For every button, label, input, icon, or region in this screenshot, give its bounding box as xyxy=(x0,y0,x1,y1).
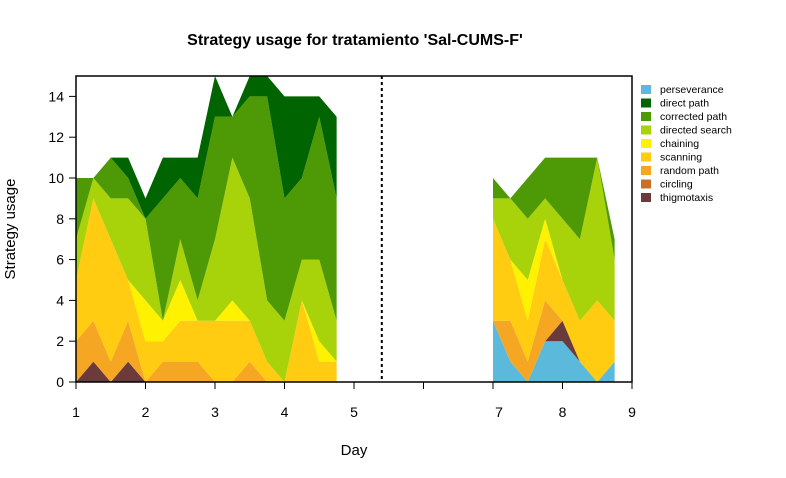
area-directed-search-segment-1 xyxy=(76,157,337,382)
area-corrected-path-segment-2 xyxy=(493,157,615,260)
area-scanning-segment-1 xyxy=(76,198,337,382)
x-tick-label: 4 xyxy=(281,404,289,420)
area-random-path-segment-1 xyxy=(76,320,337,382)
chart-title: Strategy usage for tratamiento 'Sal-CUMS… xyxy=(187,32,523,49)
stacked-areas xyxy=(76,76,615,382)
y-tick-label: 6 xyxy=(56,252,64,268)
area-random-path-segment-2 xyxy=(493,300,615,382)
y-axis-label: Strategy usage xyxy=(2,179,19,280)
legend-label-thigmotaxis: thigmotaxis xyxy=(660,192,713,204)
legend-label-perseverance: perseverance xyxy=(660,84,724,96)
y-axis: 0 2 4 6 8 10 12 14 xyxy=(48,88,76,390)
area-scanning-segment-2 xyxy=(493,218,615,382)
y-tick-label: 0 xyxy=(56,374,64,390)
area-corrected-path-segment-1 xyxy=(76,96,337,321)
y-tick-label: 4 xyxy=(56,292,64,308)
area-thigmotaxis-segment-1 xyxy=(76,361,337,382)
y-tick-label: 2 xyxy=(56,333,64,349)
legend-swatch-directed-search xyxy=(641,125,651,135)
legend-swatch-random-path xyxy=(641,166,651,175)
legend-label-direct-path: direct path xyxy=(660,98,709,110)
legend-label-corrected-path: corrected path xyxy=(660,111,727,123)
legend-swatch-corrected-path xyxy=(641,112,651,121)
legend-swatch-scanning xyxy=(641,152,651,162)
y-tick-label: 10 xyxy=(48,170,64,186)
legend-label-directed-search: directed search xyxy=(660,125,732,137)
legend-label-chaining: chaining xyxy=(660,138,699,150)
x-tick-label: 2 xyxy=(142,404,150,420)
legend-swatch-perseverance xyxy=(641,85,651,94)
area-directed-search-segment-2 xyxy=(493,157,615,321)
legend-label-circling: circling xyxy=(660,179,693,191)
x-tick-label: 3 xyxy=(211,404,219,420)
x-axis: 1 2 3 4 5 7 8 9 xyxy=(72,382,636,420)
legend-label-scanning: scanning xyxy=(660,152,702,164)
x-tick-label: 1 xyxy=(72,404,80,420)
legend-swatch-thigmotaxis xyxy=(641,193,651,202)
legend-label-random-path: random path xyxy=(660,165,719,177)
y-tick-label: 12 xyxy=(48,129,64,145)
legend-swatch-circling xyxy=(641,179,651,189)
y-tick-label: 8 xyxy=(56,211,64,227)
x-tick-label: 9 xyxy=(628,404,636,420)
area-chaining-segment-2 xyxy=(493,218,615,321)
x-tick-label: 7 xyxy=(495,404,503,420)
legend-swatch-chaining xyxy=(641,139,651,148)
area-perseverance-segment-2 xyxy=(493,320,615,382)
area-thigmotaxis-segment-2 xyxy=(493,320,615,382)
x-tick-label: 8 xyxy=(559,404,567,420)
legend-swatch-direct-path xyxy=(641,98,651,108)
y-tick-label: 14 xyxy=(48,88,64,104)
x-axis-label: Day xyxy=(341,442,368,459)
x-tick-label: 5 xyxy=(350,404,358,420)
area-direct-path-segment-1 xyxy=(76,76,337,219)
